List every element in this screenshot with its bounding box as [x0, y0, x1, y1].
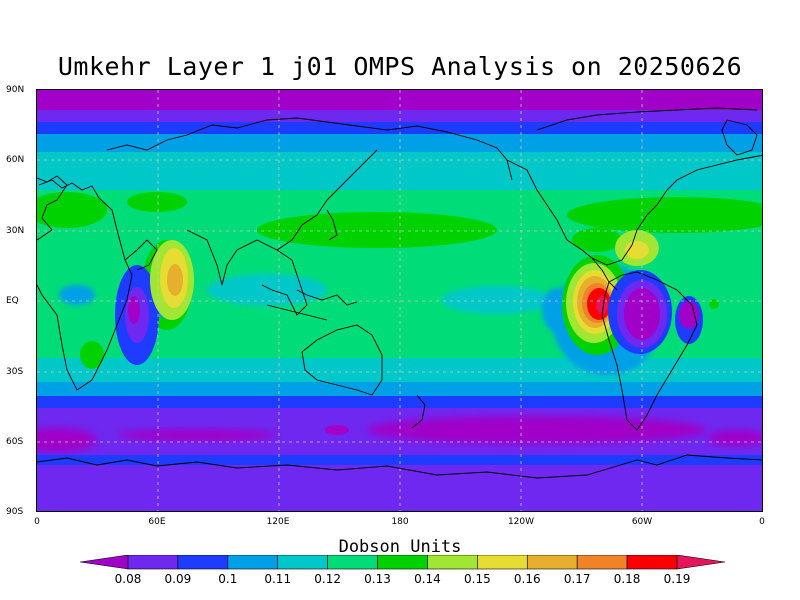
colorbar-tick-label: 0.09: [164, 572, 192, 586]
lat-label-60n: 60N: [6, 155, 25, 165]
colorbar-swatch: [177, 555, 229, 570]
coastlines: [37, 107, 762, 479]
lat-label-60s: 60S: [6, 437, 24, 447]
colorbar-tick-label: 0.17: [563, 572, 591, 586]
colorbar-tick-label: 0.13: [364, 572, 391, 586]
colorbar-swatch: [626, 555, 678, 570]
colorbar-title: Dobson Units: [338, 537, 462, 557]
ozone-map: [36, 89, 763, 512]
colorbar-extend-high: [676, 555, 725, 570]
ozone-map-plot: [37, 90, 762, 511]
colorbar-tick-label: 0.08: [114, 572, 142, 586]
colorbar-swatch: [277, 555, 328, 570]
colorbar-tick-label: 0.19: [663, 572, 691, 586]
colorbar: [80, 555, 725, 570]
colorbar-tick-label: 0.11: [264, 572, 292, 586]
colorbar-swatch: [576, 555, 628, 570]
lat-label-30n: 30N: [6, 226, 25, 236]
contour-features: [37, 192, 762, 511]
colorbar-tick-label: 0.14: [414, 572, 441, 586]
colorbar-swatch: [327, 555, 378, 570]
colorbar-tick-label: 0.12: [314, 572, 341, 586]
lon-label-0: 0: [34, 517, 40, 527]
lon-label-0-east: 0: [759, 517, 765, 527]
lon-label-120e: 120E: [266, 517, 290, 527]
colorbar-swatch: [477, 555, 528, 570]
map-title: Umkehr Layer 1 j01 OMPS Analysis on 2025…: [57, 52, 743, 81]
lon-label-120w: 120W: [507, 517, 535, 527]
colorbar-tick-label: 0.15: [464, 572, 491, 586]
lon-label-60w: 60W: [631, 517, 653, 527]
colorbar-tick-label: 0.16: [513, 572, 541, 586]
colorbar-swatch: [427, 555, 478, 570]
colorbar-tick-label: 0.1: [218, 572, 238, 586]
colorbar-swatch: [377, 555, 428, 570]
lon-label-60e: 60E: [148, 517, 166, 527]
colorbar-swatch: [127, 555, 179, 570]
colorbar-swatch: [526, 555, 578, 570]
colorbar-tick-label: 0.18: [613, 572, 641, 586]
lat-label-90s: 90S: [6, 507, 24, 517]
colorbar-swatch: [227, 555, 279, 570]
colorbar-extend-low: [80, 555, 129, 570]
lon-label-180: 180: [391, 517, 409, 527]
lat-label-90n: 90N: [6, 85, 25, 95]
lat-label-eq: EQ: [6, 296, 19, 306]
gridlines: [37, 90, 762, 511]
lat-label-30s: 30S: [6, 367, 24, 377]
